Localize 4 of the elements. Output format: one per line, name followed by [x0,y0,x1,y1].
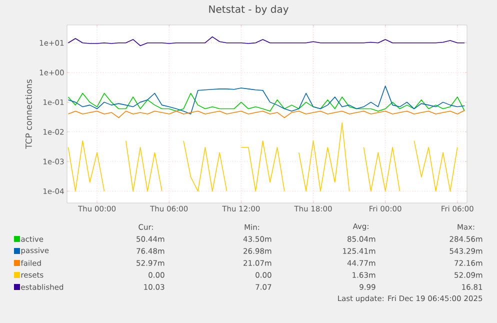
y-axis-title: TCP connections [25,80,32,149]
chart-title: Netstat - by day [209,5,288,15]
line-series [68,86,465,114]
line-series [68,110,465,118]
